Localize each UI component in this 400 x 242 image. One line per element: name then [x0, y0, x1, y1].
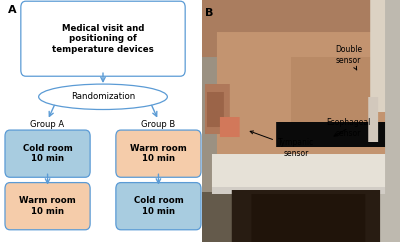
- Text: Randomization: Randomization: [71, 92, 135, 101]
- FancyBboxPatch shape: [116, 182, 201, 230]
- Text: Tympanic
sensor: Tympanic sensor: [250, 131, 314, 158]
- FancyBboxPatch shape: [5, 130, 90, 177]
- Text: Cold room
10 min: Cold room 10 min: [134, 197, 183, 216]
- Text: Double
sensor: Double sensor: [335, 45, 362, 70]
- Text: Warm room
10 min: Warm room 10 min: [19, 197, 76, 216]
- Ellipse shape: [39, 84, 167, 110]
- Text: Warm room
10 min: Warm room 10 min: [130, 144, 187, 163]
- FancyBboxPatch shape: [5, 182, 90, 230]
- Text: A: A: [8, 5, 16, 15]
- Text: B: B: [205, 8, 213, 18]
- Text: Cold room
10 min: Cold room 10 min: [23, 144, 72, 163]
- FancyBboxPatch shape: [21, 1, 185, 76]
- Text: Medical visit and
positioning of
temperature devices: Medical visit and positioning of tempera…: [52, 24, 154, 54]
- Text: Group B: Group B: [141, 120, 176, 129]
- Text: Esophageal
sensor: Esophageal sensor: [326, 118, 371, 138]
- FancyBboxPatch shape: [116, 130, 201, 177]
- Text: Group A: Group A: [30, 120, 65, 129]
